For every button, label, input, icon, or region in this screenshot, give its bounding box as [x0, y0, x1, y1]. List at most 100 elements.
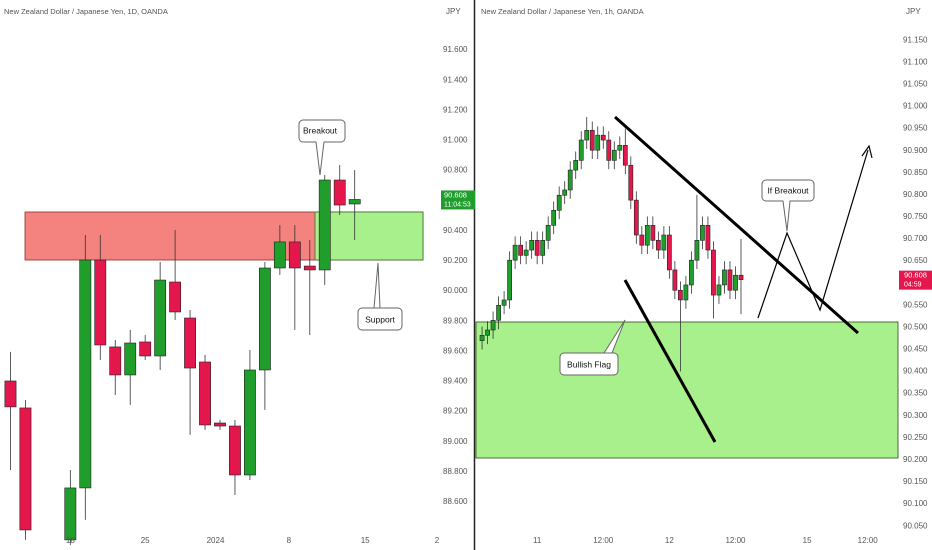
y-tick-label: 90.150 [903, 477, 928, 486]
candle-body [644, 225, 650, 246]
y-tick-label: 90.200 [443, 256, 468, 265]
candle-body [694, 240, 700, 261]
price-label: 90.608 [444, 190, 467, 199]
candle-body [518, 244, 523, 256]
y-tick-label: 90.000 [443, 286, 468, 295]
y-tick-label: 91.100 [903, 57, 928, 66]
candle-body [562, 189, 568, 196]
candle-body [318, 179, 331, 271]
candle-body [689, 259, 694, 286]
candle-body [600, 134, 606, 141]
candle-body [639, 234, 645, 246]
candle-body [617, 145, 623, 151]
candle-body [551, 209, 557, 226]
y-tick-label: 90.650 [903, 256, 928, 265]
currency: JPY [446, 7, 461, 16]
candle-body [184, 317, 196, 369]
y-tick-label: 90.400 [443, 226, 468, 235]
y-tick-label: 91.000 [903, 102, 928, 111]
y-tick-label: 90.100 [903, 499, 928, 508]
y-tick-label: 91.150 [903, 35, 928, 44]
x-tick-label: 8 [287, 536, 292, 545]
x-tick-label: 12:00 [858, 536, 879, 545]
candle-body [333, 179, 346, 206]
candle-body [244, 369, 256, 476]
y-tick-label: 90.950 [903, 124, 928, 133]
chart-title: New Zealand Dollar / Japanese Yen, 1h, O… [481, 7, 644, 16]
y-tick-label: 88.800 [443, 467, 468, 476]
callout [761, 179, 815, 232]
candle-body [578, 139, 584, 161]
candle-body [667, 234, 672, 271]
x-tick-label: 25 [141, 536, 150, 545]
candle-body [661, 234, 667, 251]
flag-line [614, 115, 859, 335]
countdown: 04:59 [904, 281, 922, 288]
y-tick-label: 89.600 [443, 346, 468, 355]
candle-body [501, 299, 507, 306]
candle-body [139, 341, 152, 357]
candle-body [496, 304, 501, 321]
y-tick-label: 90.550 [903, 300, 928, 309]
candle-body [711, 249, 716, 296]
candle-body [567, 169, 573, 191]
arrow-head [861, 144, 873, 159]
candle-body [154, 279, 167, 357]
y-tick-label: 91.200 [443, 105, 468, 114]
y-tick-label: 90.500 [903, 322, 928, 331]
candle-body [512, 244, 518, 261]
candle-body [109, 346, 122, 376]
y-tick-label: 90.300 [903, 411, 928, 420]
candle-body [589, 130, 595, 151]
y-tick-label: 91.050 [903, 79, 928, 88]
x-tick-label: 12:00 [725, 536, 746, 545]
y-tick-label: 90.250 [903, 433, 928, 442]
candle-body [79, 259, 92, 489]
y-tick-label: 90.800 [443, 166, 468, 175]
candle-body [733, 274, 738, 291]
candle-body [19, 407, 32, 531]
price-label: 90.608 [904, 271, 927, 280]
candle-body [529, 240, 535, 251]
candle-body [622, 145, 628, 166]
y-tick-label: 90.700 [903, 234, 928, 243]
candle-body [64, 487, 77, 541]
candle-body [595, 134, 601, 151]
candle-body [545, 225, 551, 241]
currency: JPY [906, 7, 921, 16]
candle-body [258, 267, 271, 371]
annotation: Support [365, 314, 395, 324]
flag-line [623, 279, 717, 443]
y-tick-label: 91.600 [443, 45, 468, 54]
y-tick-label: 90.750 [903, 212, 928, 221]
y-tick-label: 90.900 [903, 146, 928, 155]
candle-body [229, 425, 241, 476]
y-tick-label: 90.350 [903, 389, 928, 398]
y-tick-label: 89.000 [443, 437, 468, 446]
candle-body [633, 199, 639, 236]
candle-body [606, 139, 612, 161]
x-tick-label: 11 [533, 536, 542, 545]
candle-body [4, 380, 17, 408]
candle-body [722, 269, 727, 286]
candle-body [672, 269, 678, 291]
price-label-bg [899, 270, 932, 290]
candle-body [738, 274, 744, 280]
candle-body [556, 194, 562, 211]
candle-body [705, 225, 711, 251]
x-tick-label: 12:00 [593, 536, 614, 545]
y-tick-label: 89.800 [443, 316, 468, 325]
candle-body [683, 284, 689, 301]
candle-body [303, 265, 316, 271]
candle-body [273, 241, 286, 269]
candle-body [716, 284, 722, 296]
candle-body [540, 240, 546, 256]
chart-title: New Zealand Dollar / Japanese Yen, 1D, O… [4, 7, 168, 16]
x-tick-label: 2024 [207, 536, 225, 545]
projection-path [757, 149, 869, 319]
y-tick-label: 91.400 [443, 75, 468, 84]
y-tick-label: 88.600 [443, 497, 468, 506]
x-tick-label: 15 [361, 536, 370, 545]
x-tick-label: 2 [435, 536, 440, 545]
